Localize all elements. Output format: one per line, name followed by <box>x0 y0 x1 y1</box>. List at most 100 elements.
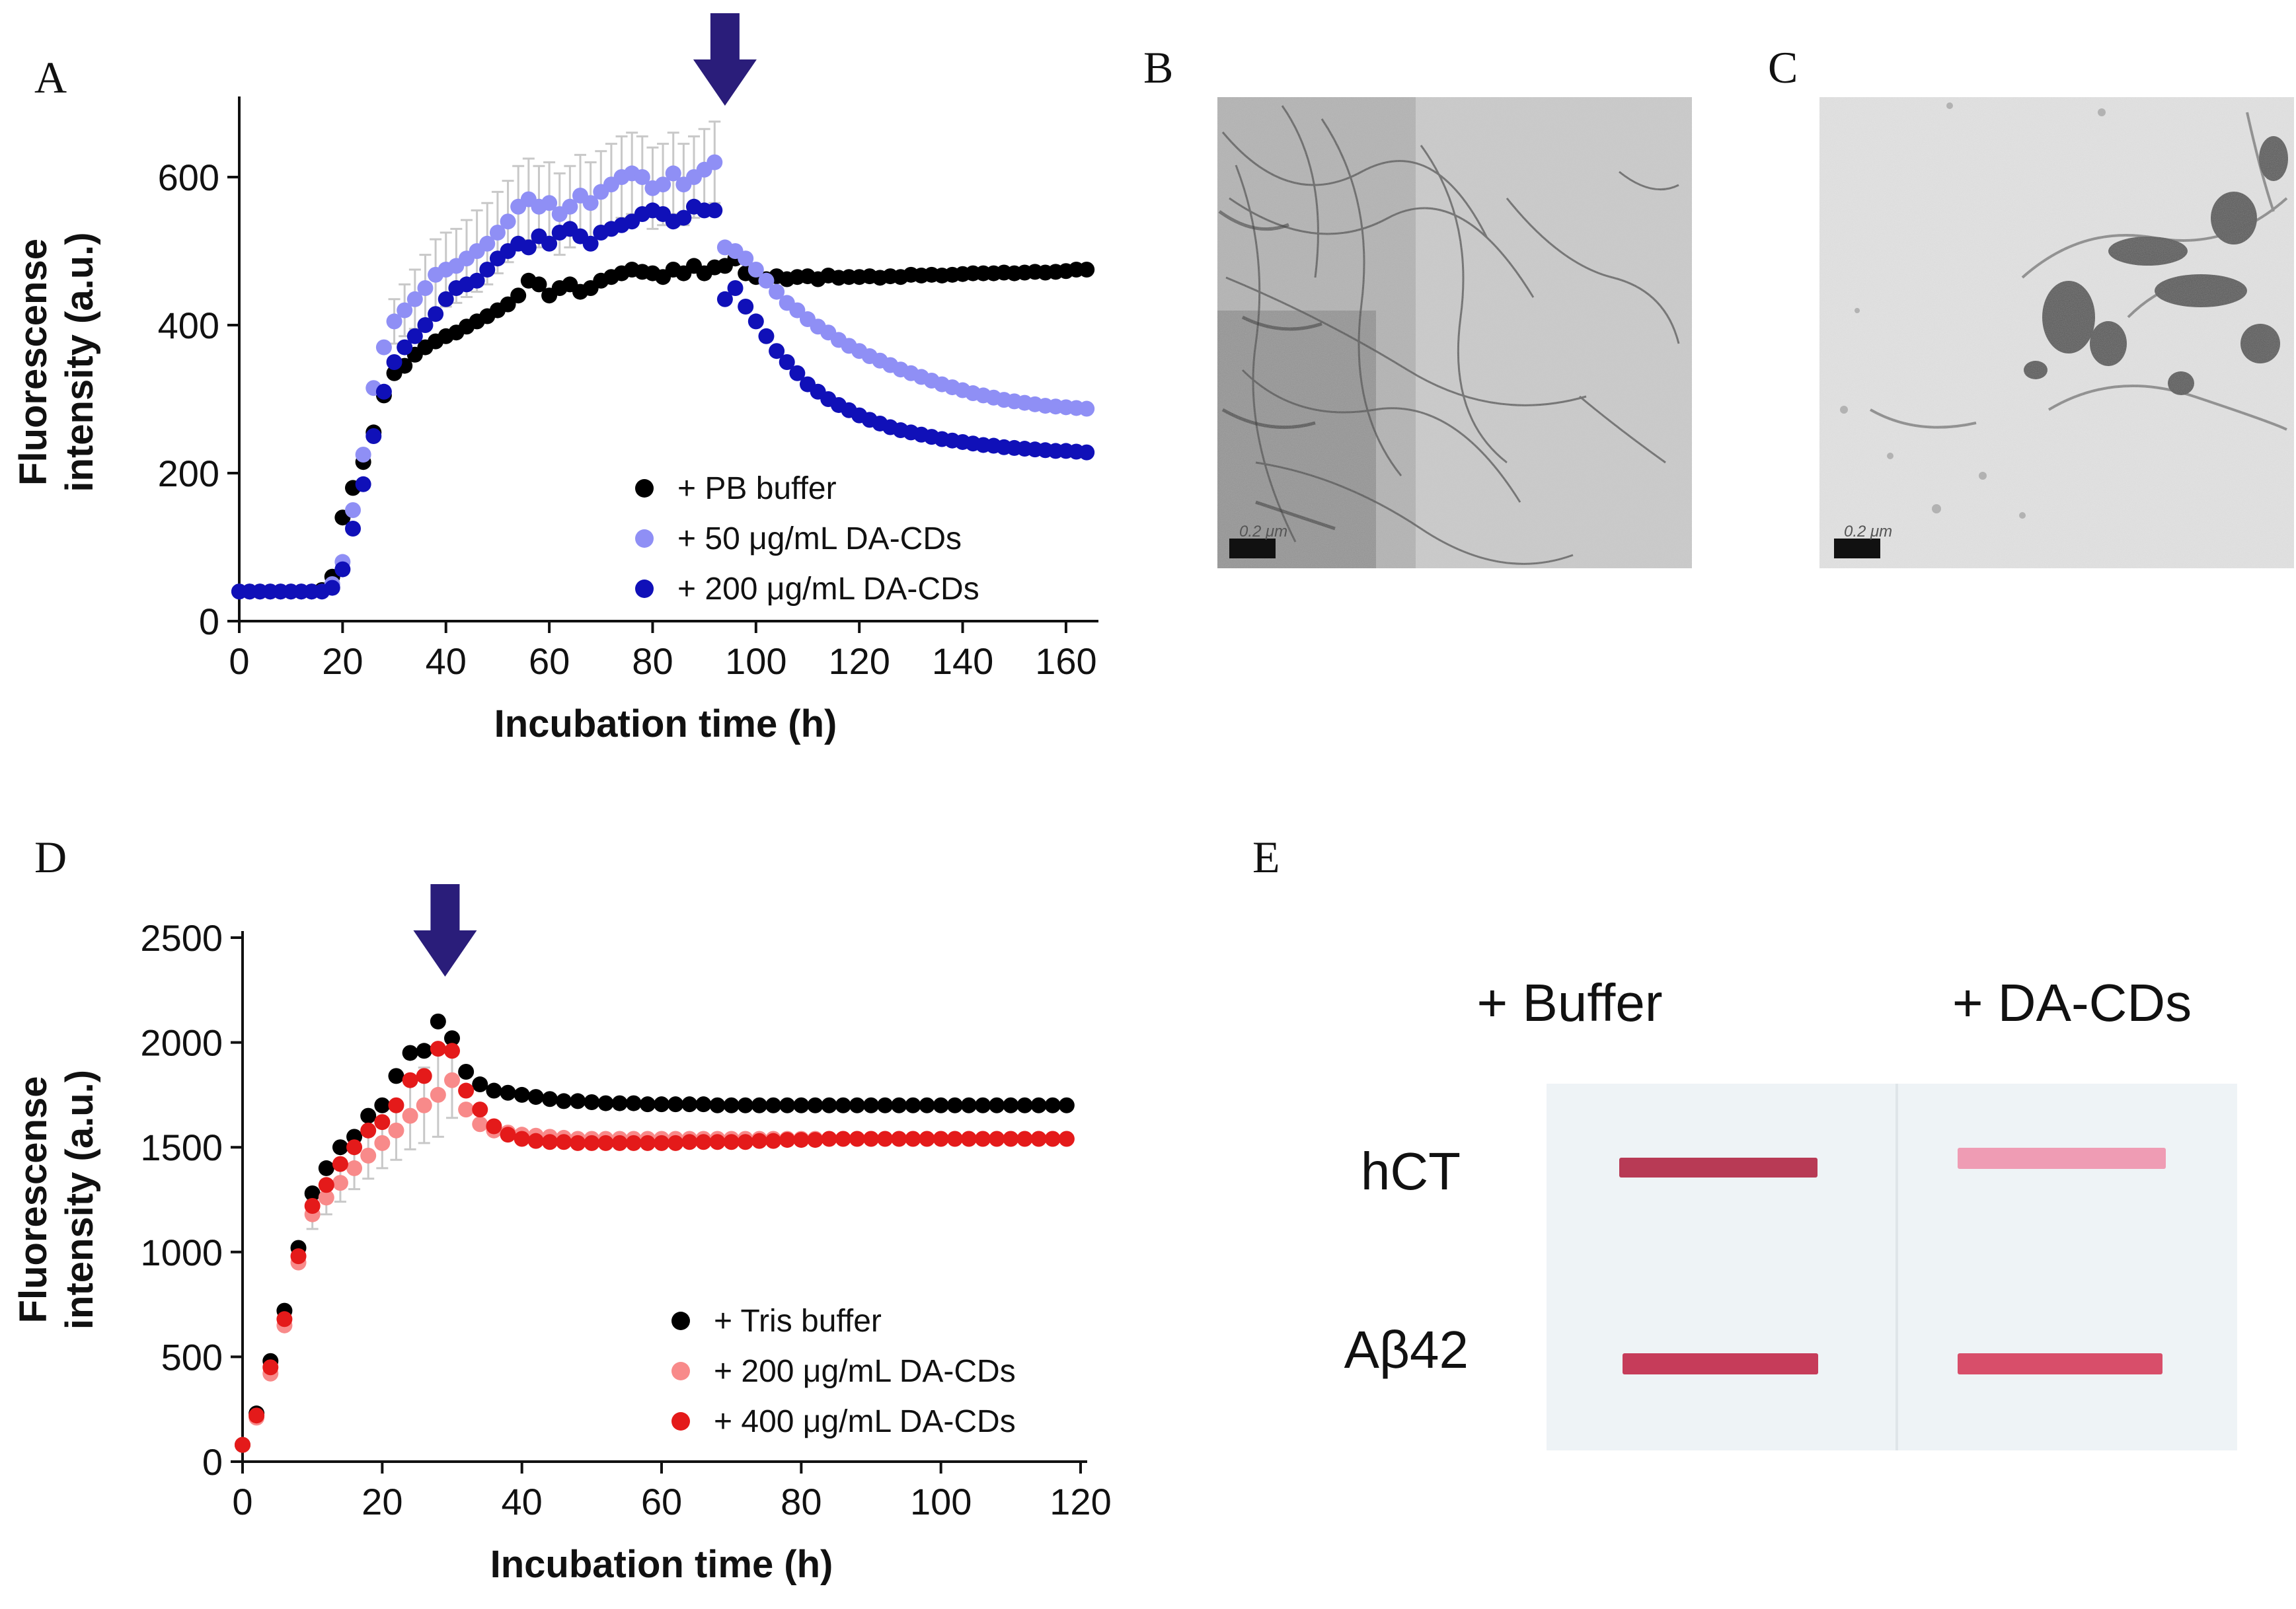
y-tick-label-a: 0 <box>199 601 219 642</box>
data-point-d-series-3 <box>1030 1131 1047 1147</box>
data-point-a-series-2 <box>489 225 506 241</box>
data-point-d-series-1 <box>807 1097 823 1113</box>
data-point-d-series-1 <box>458 1064 475 1080</box>
data-point-d-series-3 <box>1044 1131 1061 1147</box>
data-point-d-series-3 <box>737 1134 753 1150</box>
data-point-a-series-3 <box>386 354 402 370</box>
data-point-a-series-2 <box>769 283 785 300</box>
data-point-a-series-3 <box>428 306 444 322</box>
x-tick-label-a: 60 <box>529 640 570 682</box>
data-point-d-series-1 <box>751 1097 767 1113</box>
data-point-d-series-1 <box>541 1091 558 1107</box>
panel-letter-b: B <box>1143 42 1173 93</box>
y-tick-label-d: 1000 <box>140 1232 223 1273</box>
data-point-d-series-3 <box>388 1097 404 1113</box>
data-point-d-series-3 <box>821 1131 837 1147</box>
data-point-a-series-1 <box>1079 262 1095 278</box>
data-point-d-series-1 <box>1058 1097 1075 1113</box>
data-point-d-series-3 <box>709 1134 726 1150</box>
data-point-d-series-2 <box>402 1107 418 1124</box>
blot-column-label-dacds: + DA-CDs <box>1952 973 2192 1032</box>
data-point-a-series-2 <box>562 198 578 215</box>
data-point-d-series-3 <box>946 1131 963 1147</box>
data-point-a-series-3 <box>345 521 361 537</box>
x-tick-label-d: 120 <box>1050 1481 1111 1522</box>
data-point-d-series-1 <box>765 1097 782 1113</box>
data-point-a-series-3 <box>520 239 537 256</box>
data-point-d-series-1 <box>416 1043 432 1059</box>
data-point-a-series-3 <box>417 317 434 333</box>
data-point-a-series-3 <box>675 209 692 226</box>
legend-marker-a-1 <box>635 479 654 498</box>
data-point-d-series-1 <box>877 1097 894 1113</box>
legend-label-d-3: + 400 μg/mL DA-CDs <box>714 1404 1016 1439</box>
x-tick-label-a: 120 <box>828 640 890 682</box>
x-tick-label-d: 40 <box>502 1481 543 1522</box>
dot-blot: + Buffer + DA-CDs hCT Aβ42 <box>1344 973 2237 1450</box>
data-point-d-series-2 <box>444 1072 460 1088</box>
data-point-a-series-3 <box>727 280 744 296</box>
data-point-a-series-3 <box>469 272 485 289</box>
data-point-a-series-2 <box>386 313 402 330</box>
y-tick-label-d: 0 <box>202 1441 223 1483</box>
blot-band-hct-buffer <box>1619 1158 1818 1178</box>
blot-band-abeta42-buffer <box>1623 1353 1818 1374</box>
data-point-a-series-3 <box>334 561 351 578</box>
data-point-d-series-3 <box>933 1131 949 1147</box>
legend-label-a-3: + 200 μg/mL DA-CDs <box>677 572 979 607</box>
data-point-a-series-1 <box>531 276 547 293</box>
x-tick-label-a: 100 <box>725 640 786 682</box>
data-point-d-series-1 <box>472 1076 488 1093</box>
x-tick-label-a: 20 <box>322 640 363 682</box>
data-point-d-series-3 <box>444 1043 460 1059</box>
data-point-a-series-3 <box>779 354 795 370</box>
data-point-a-series-2 <box>738 250 754 267</box>
legend-marker-a-2 <box>635 529 654 548</box>
data-point-d-series-3 <box>541 1134 558 1150</box>
data-point-a-series-3 <box>747 313 764 330</box>
data-point-a-series-2 <box>655 176 671 193</box>
data-point-d-series-1 <box>933 1097 949 1113</box>
data-point-a-series-1 <box>500 296 516 313</box>
data-point-d-series-3 <box>611 1135 628 1151</box>
data-point-d-series-1 <box>625 1095 642 1111</box>
x-tick-label-a: 0 <box>229 640 249 682</box>
data-point-a-series-3 <box>365 428 382 444</box>
data-point-d-series-1 <box>1016 1097 1033 1113</box>
y-tick-label-d: 500 <box>161 1336 223 1378</box>
chart-d: 0 20 40 60 80 100 120 0 500 1000 1500 2000 2500 Incub… <box>12 884 1112 1586</box>
data-point-d-series-3 <box>1003 1131 1019 1147</box>
tem-image-c: 0.2 μm <box>1819 97 2294 568</box>
blot-column-label-buffer: + Buffer <box>1477 973 1663 1032</box>
data-point-d-series-3 <box>486 1118 502 1135</box>
data-point-a-series-2 <box>707 154 723 170</box>
data-point-d-series-3 <box>625 1135 642 1151</box>
data-point-d-series-3 <box>597 1135 614 1151</box>
data-point-a-series-3 <box>406 328 423 344</box>
blot-row-label-hct: hCT <box>1361 1142 1461 1201</box>
data-point-d-series-1 <box>905 1097 921 1113</box>
data-point-a-series-1 <box>510 287 527 304</box>
data-point-d-series-3 <box>863 1131 879 1147</box>
x-tick-label-a: 40 <box>426 640 467 682</box>
data-point-d-series-1 <box>989 1097 1005 1113</box>
data-point-d-series-3 <box>835 1131 851 1147</box>
chart-a: 0 20 40 60 80 100 120 140 160 0 200 400 600 Incubatio… <box>12 13 1098 745</box>
y-axis-title-line1-a: Fluorescense <box>12 239 55 486</box>
data-point-d-series-1 <box>695 1096 712 1113</box>
data-point-d-series-1 <box>946 1097 963 1113</box>
data-point-d-series-3 <box>989 1131 1005 1147</box>
y-tick-label-d: 2500 <box>140 917 223 959</box>
data-point-a-series-3 <box>438 291 454 307</box>
data-point-d-series-3 <box>527 1133 544 1149</box>
data-point-d-series-3 <box>416 1068 432 1084</box>
data-point-d-series-3 <box>235 1437 250 1453</box>
data-point-d-series-3 <box>318 1177 334 1193</box>
data-point-d-series-1 <box>1044 1097 1061 1113</box>
x-tick-label-d: 100 <box>910 1481 972 1522</box>
data-point-d-series-1 <box>332 1139 348 1156</box>
arrow-marker-d <box>413 884 477 977</box>
legend-label-d-1: + Tris buffer <box>714 1304 882 1339</box>
data-point-d-series-3 <box>654 1135 670 1151</box>
data-point-d-series-1 <box>668 1096 684 1113</box>
